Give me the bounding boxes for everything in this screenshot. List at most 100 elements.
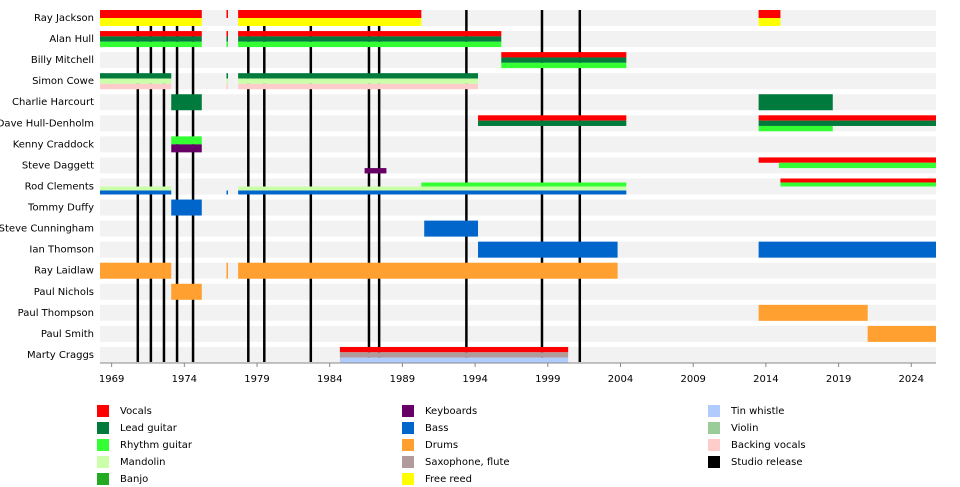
legend-label: Studio release: [731, 457, 803, 468]
role-bar: [238, 36, 502, 42]
member-label: Steve Daggett: [22, 160, 94, 171]
legend-swatch: [708, 456, 720, 468]
member-label: Rod Clements: [25, 181, 94, 192]
legend-label: Free reed: [425, 474, 472, 485]
legend-swatch: [402, 405, 414, 417]
legend-label: Saxophone, flute: [425, 457, 510, 468]
legend-label: Mandolin: [120, 457, 165, 468]
role-bar: [778, 162, 936, 169]
role-bar: [100, 262, 172, 279]
row-band: [100, 325, 936, 342]
legend-label: Banjo: [120, 474, 148, 485]
member-label: Alan Hull: [49, 34, 94, 45]
x-tick-label: 2024: [899, 374, 924, 385]
role-bar: [100, 186, 172, 191]
legend-label: Rhythm guitar: [120, 440, 193, 451]
legend-swatch: [402, 456, 414, 468]
role-bar: [758, 241, 936, 258]
member-label: Steve Cunningham: [0, 224, 94, 235]
role-bar: [867, 325, 936, 342]
legend-swatch: [97, 456, 109, 468]
legend-swatch: [97, 405, 109, 417]
x-tick-label: 2019: [826, 374, 851, 385]
role-bar: [226, 262, 228, 279]
member-label: Paul Smith: [41, 329, 94, 340]
role-bar: [424, 220, 479, 237]
x-tick-label: 1999: [535, 374, 560, 385]
role-bar: [478, 115, 627, 121]
role-bar: [226, 10, 228, 18]
role-bar: [171, 144, 202, 153]
role-bar: [100, 36, 202, 42]
role-bar: [100, 73, 172, 79]
row-band: [100, 31, 936, 48]
role-bar: [339, 352, 569, 358]
role-bar: [171, 199, 202, 216]
legend-swatch: [97, 439, 109, 451]
role-bar: [758, 304, 868, 321]
legend-swatch: [402, 439, 414, 451]
role-bar: [758, 94, 833, 111]
role-bar: [238, 31, 502, 37]
member-label: Dave Hull-Denholm: [0, 118, 94, 129]
x-tick-label: 2014: [753, 374, 778, 385]
legend-swatch: [402, 473, 414, 485]
legend-label: Drums: [425, 440, 458, 451]
member-label: Ray Laidlaw: [34, 266, 94, 277]
legend-label: Lead guitar: [120, 423, 178, 434]
member-label: Ray Jackson: [34, 13, 94, 24]
role-bar: [478, 120, 627, 126]
role-bar: [758, 120, 936, 126]
role-bar: [238, 190, 627, 195]
row-band: [100, 73, 936, 90]
legend-label: Bass: [425, 423, 448, 434]
role-bar: [339, 346, 569, 353]
role-bar: [171, 136, 202, 145]
role-bar: [478, 241, 618, 258]
legend-label: Keyboards: [425, 406, 477, 417]
member-label: Billy Mitchell: [31, 55, 94, 66]
role-bar: [780, 182, 936, 187]
role-bar: [226, 78, 228, 84]
role-bar: [758, 157, 936, 163]
legend-swatch: [708, 422, 720, 434]
role-bar: [100, 10, 202, 18]
role-bar: [758, 18, 781, 26]
role-bar: [339, 357, 569, 363]
row-band: [100, 283, 936, 300]
role-bar: [364, 168, 387, 174]
role-bar: [100, 190, 172, 195]
role-bar: [238, 83, 479, 90]
row-band: [100, 199, 936, 216]
legend-label: Backing vocals: [731, 440, 806, 451]
member-label: Marty Craggs: [27, 350, 94, 361]
member-label: Paul Nichols: [34, 287, 94, 298]
role-bar: [238, 78, 479, 84]
x-tick-label: 1984: [317, 374, 342, 385]
role-bar: [238, 73, 479, 79]
legend-swatch: [708, 405, 720, 417]
legend-label: Tin whistle: [730, 406, 784, 417]
role-bar: [171, 94, 202, 111]
role-bar: [238, 186, 627, 191]
role-bar: [100, 18, 202, 26]
role-bar: [100, 31, 202, 37]
row-band: [100, 304, 936, 321]
x-tick-label: 2004: [608, 374, 633, 385]
member-label: Simon Cowe: [32, 76, 94, 87]
role-bar: [238, 262, 618, 279]
role-bar: [226, 41, 228, 48]
legend-swatch: [708, 439, 720, 451]
x-tick-label: 1979: [244, 374, 269, 385]
member-label: Ian Thomson: [29, 245, 94, 256]
legend-label: Violin: [731, 423, 758, 434]
row-band: [100, 220, 936, 237]
x-tick-label: 1974: [172, 374, 197, 385]
role-bar: [758, 115, 936, 121]
role-bar: [226, 83, 228, 90]
role-bar: [226, 31, 228, 37]
member-label: Tommy Duffy: [27, 203, 94, 214]
legend-swatch: [402, 422, 414, 434]
row-band: [100, 94, 936, 111]
